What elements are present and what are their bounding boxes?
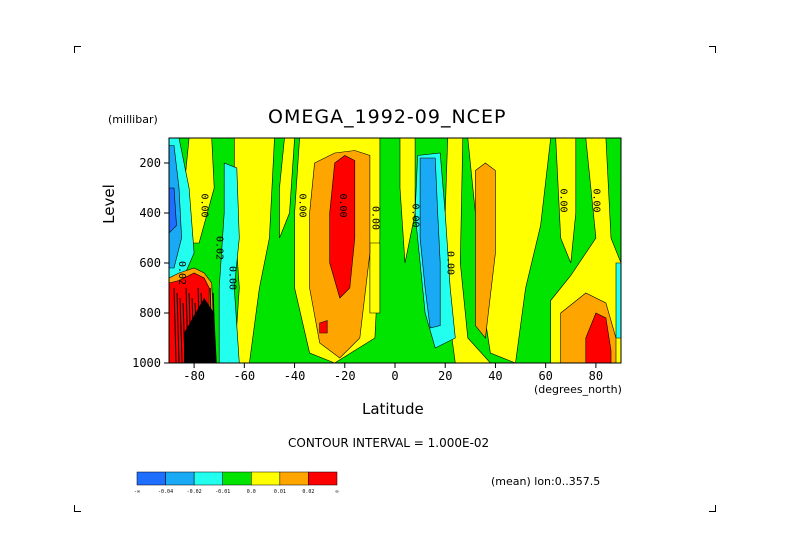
colorbar-label: -0.01 bbox=[215, 489, 230, 495]
colorbar-label: 0.01 bbox=[274, 489, 286, 495]
crop-mark-top-left bbox=[74, 46, 81, 53]
colorbar-label: ∞ bbox=[335, 489, 338, 495]
x-axis-label: Latitude bbox=[362, 400, 424, 418]
colorbar-label: 0.02 bbox=[302, 489, 314, 495]
contour-region bbox=[169, 187, 177, 234]
colorbar-swatch bbox=[222, 471, 252, 486]
contour-label-layer: 0.020.020.000.000.00 0.000.00 0.000.000.00… bbox=[176, 188, 601, 290]
contour-region bbox=[319, 320, 328, 334]
colorbar-swatch bbox=[308, 471, 338, 486]
colorbar-label: 0.0 bbox=[247, 489, 256, 495]
x-tick-label: -40 bbox=[284, 369, 306, 383]
contour-region bbox=[369, 242, 381, 314]
y-tick-label: 800 bbox=[139, 306, 161, 320]
dense-contour-line bbox=[173, 287, 177, 363]
crop-mark-bottom-right bbox=[709, 505, 716, 512]
contour-label: 0.00 bbox=[558, 188, 569, 212]
colorbar: -∞ -0.04 -0.02 -0.01 0.0 0.01 0.02 ∞ bbox=[134, 471, 339, 495]
contour-region bbox=[329, 155, 356, 299]
colorbar-swatch bbox=[165, 471, 195, 486]
x-tick-label: -60 bbox=[233, 369, 255, 383]
contour-region bbox=[555, 138, 577, 264]
contour-label: 0.00 bbox=[199, 193, 210, 217]
crop-mark-top-right bbox=[709, 46, 716, 53]
contour-label: 0.02 bbox=[214, 236, 225, 260]
contour-region bbox=[218, 162, 240, 363]
crop-mark-bottom-left bbox=[74, 505, 81, 512]
contour-label: 0.00 bbox=[410, 203, 421, 227]
contour-label: 0.00 bbox=[337, 193, 348, 217]
contour-region bbox=[419, 157, 441, 329]
y-axis-ticks: 200 400 600 800 1000 bbox=[132, 156, 169, 370]
y-tick-label: 400 bbox=[139, 206, 161, 220]
colorbar-swatch bbox=[279, 471, 309, 486]
colorbar-swatch bbox=[251, 471, 281, 486]
x-tick-label: 0 bbox=[391, 369, 398, 383]
averaging-note: (mean) lon:0..357.5 bbox=[491, 475, 601, 488]
contour-fill-layer bbox=[169, 138, 621, 363]
contour-region bbox=[615, 262, 621, 339]
colorbar-label: -∞ bbox=[134, 489, 140, 495]
x-tick-label: -80 bbox=[183, 369, 205, 383]
contour-region bbox=[475, 162, 496, 339]
x-tick-label: -20 bbox=[334, 369, 356, 383]
y-tick-label: 1000 bbox=[132, 356, 161, 370]
colorbar-label: -0.02 bbox=[187, 489, 202, 495]
contour-region bbox=[585, 312, 612, 363]
contour-region bbox=[279, 138, 295, 239]
x-tick-label: 40 bbox=[488, 369, 502, 383]
x-tick-label: 20 bbox=[438, 369, 452, 383]
contour-label: 0.00 bbox=[226, 266, 237, 290]
chart-title: OMEGA_1992-09_NCEP bbox=[268, 106, 507, 128]
x-axis-units: (degrees_north) bbox=[534, 383, 622, 396]
x-tick-label: 80 bbox=[589, 369, 603, 383]
colorbar-swatch bbox=[193, 471, 223, 486]
dense-contour-lines bbox=[173, 287, 217, 363]
contour-label: 0.00 bbox=[369, 206, 380, 230]
x-axis-ticks: -80 -60 -40 -20 0 20 40 60 80 bbox=[183, 363, 603, 383]
contour-label: 0.00 bbox=[590, 188, 601, 212]
contour-interval-text: CONTOUR INTERVAL = 1.000E-02 bbox=[288, 436, 490, 450]
y-axis-units: (millibar) bbox=[108, 113, 158, 126]
dense-contour-line bbox=[179, 297, 183, 363]
contour-region bbox=[399, 138, 416, 264]
dense-contour-line bbox=[176, 292, 180, 363]
contour-label: 0.00 bbox=[297, 193, 308, 217]
y-tick-label: 600 bbox=[139, 256, 161, 270]
x-tick-label: 60 bbox=[538, 369, 552, 383]
contour-label: 0.00 bbox=[445, 251, 456, 275]
y-tick-label: 200 bbox=[139, 156, 161, 170]
colorbar-label: -0.04 bbox=[158, 489, 173, 495]
colorbar-swatch bbox=[136, 471, 166, 486]
saturated-contour-block bbox=[184, 298, 217, 363]
contour-label: 0.02 bbox=[176, 261, 187, 285]
y-axis-label: Level bbox=[100, 184, 118, 224]
